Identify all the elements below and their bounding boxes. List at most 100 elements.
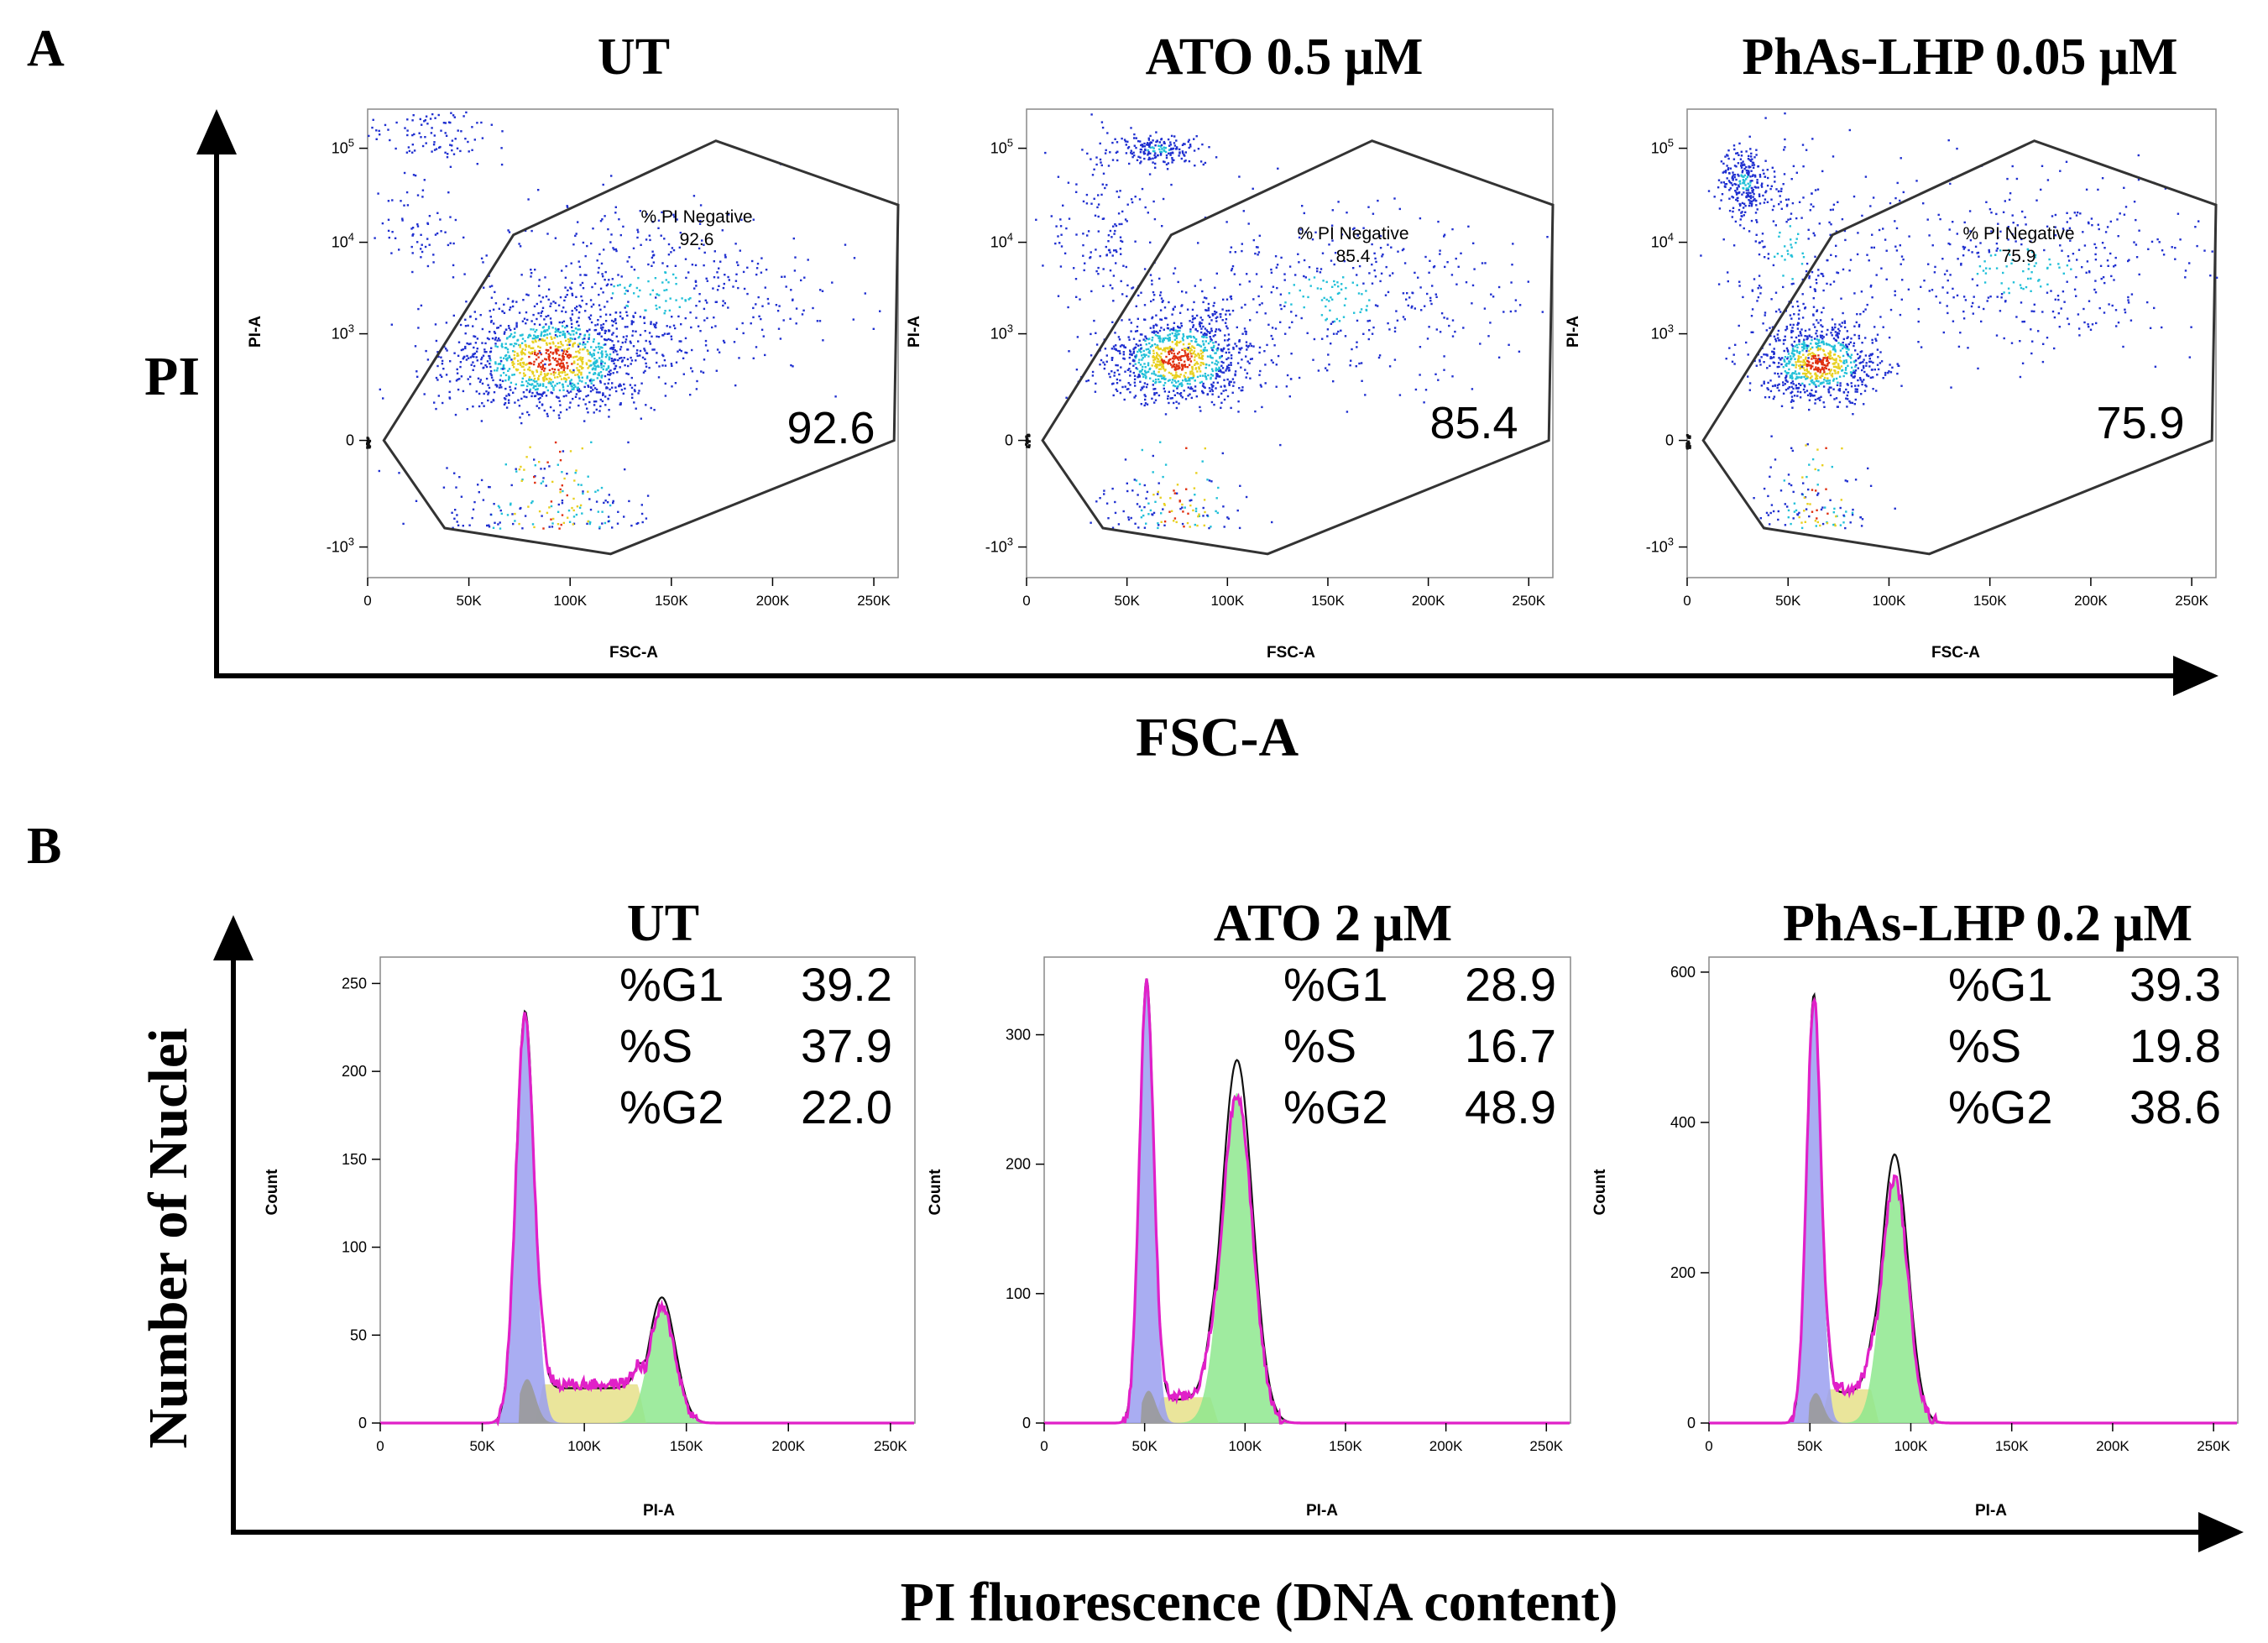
- scatter-dot: [1149, 241, 1152, 243]
- scatter-dot: [1143, 355, 1147, 358]
- scatter-dot: [472, 406, 474, 408]
- scatter-dot: [516, 339, 519, 342]
- scatter-dot: [1175, 148, 1178, 150]
- scatter-dot: [1856, 353, 1859, 356]
- scatter-dot: [1231, 309, 1235, 312]
- scatter-dot: [609, 388, 611, 391]
- scatter-dot: [514, 350, 516, 353]
- scatter-dot: [1801, 349, 1804, 352]
- scatter-dot: [694, 264, 698, 267]
- scatter-dot: [1956, 294, 1959, 297]
- scatter-dot: [1832, 523, 1835, 526]
- scatter-dot: [1165, 355, 1168, 358]
- scatter-dot: [541, 368, 543, 371]
- scatter-dot: [619, 366, 621, 369]
- scatter-dot: [1222, 298, 1225, 301]
- scatter-dot: [785, 285, 787, 288]
- scatter-dot: [1821, 372, 1824, 375]
- scatter-dot: [1490, 293, 1492, 296]
- scatter-dot: [1228, 337, 1231, 341]
- scatter-dot: [411, 151, 414, 154]
- scatter-dot: [503, 367, 506, 370]
- scatter-dot: [529, 446, 531, 448]
- scatter-dot: [703, 319, 706, 322]
- scatter-dot: [1852, 413, 1854, 416]
- scatter-dot: [1142, 338, 1145, 341]
- scatter-dot: [537, 189, 540, 191]
- scatter-dot: [572, 370, 575, 374]
- scatter-dot: [1871, 338, 1873, 342]
- scatter-dot: [1827, 343, 1830, 346]
- scatter-dot: [622, 392, 624, 395]
- scatter-dot: [1465, 281, 1468, 284]
- scatter-dot: [569, 382, 572, 385]
- scatter-dot: [1159, 337, 1162, 340]
- scatter-dot: [1374, 257, 1377, 260]
- scatter-dot: [1931, 244, 1934, 247]
- scatter-dot: [1158, 360, 1161, 363]
- scatter-dot: [576, 355, 578, 358]
- scatter-dot: [695, 285, 698, 287]
- scatter-dot: [1163, 384, 1165, 387]
- scatter-dot: [1143, 484, 1146, 487]
- scatter-dot: [1816, 346, 1818, 348]
- scatter-dot: [1136, 503, 1139, 505]
- scatter-dot: [611, 333, 614, 336]
- scatter-dot: [545, 323, 547, 326]
- scatter-dot: [423, 120, 426, 123]
- scatter-dot: [1173, 142, 1176, 144]
- scatter-dot: [1149, 346, 1152, 348]
- scatter-dot: [1239, 283, 1241, 286]
- scatter-dot: [633, 292, 635, 295]
- scatter-dot: [1180, 385, 1184, 388]
- scatter-dot: [1199, 381, 1202, 385]
- scatter-dot: [1148, 173, 1152, 175]
- scatter-dot: [408, 149, 411, 153]
- scatter-dot: [1068, 350, 1070, 353]
- scatter-dot: [525, 343, 527, 347]
- scatter-dot: [1333, 280, 1335, 283]
- scatter-dot: [1177, 330, 1179, 332]
- scatter-dot: [1208, 146, 1210, 149]
- scatter-dot: [1460, 252, 1462, 254]
- scatter-dot: [485, 390, 488, 393]
- scatter-dot: [561, 365, 563, 368]
- scatter-dot: [1122, 344, 1125, 347]
- scatter-dot: [598, 304, 601, 306]
- scatter-dot: [1280, 256, 1283, 259]
- scatter-dot: [1217, 369, 1220, 371]
- scatter-dot: [1861, 342, 1863, 344]
- scatter-dot: [518, 243, 520, 245]
- scatter-dot: [661, 353, 664, 356]
- scatter-dot: [1986, 300, 1988, 302]
- scatter-dot: [546, 511, 549, 515]
- scatter-dot: [1813, 395, 1816, 397]
- scatter-dot: [555, 351, 557, 353]
- scatter-dot: [544, 276, 546, 279]
- scatter-dot: [1136, 159, 1139, 161]
- scatter-dot: [612, 500, 614, 503]
- scatter-dot: [571, 330, 573, 332]
- scatter-dot: [520, 479, 523, 482]
- scatter-dot: [1799, 396, 1802, 399]
- scatter-dot: [489, 363, 491, 365]
- scatter-dot: [1152, 298, 1155, 301]
- scatter-dot: [480, 420, 483, 422]
- scatter-dot: [818, 320, 822, 322]
- scatter-dot: [562, 395, 565, 398]
- scatter-dot: [1119, 345, 1122, 348]
- scatter-dot: [1863, 370, 1866, 374]
- scatter-title: PhAs-LHP 0.05 μM: [1742, 29, 2177, 86]
- scatter-dot: [1825, 367, 1827, 370]
- scatter-dot: [1138, 348, 1141, 351]
- scatter-dot: [1219, 369, 1222, 372]
- scatter-dot: [594, 328, 598, 332]
- scatter-dot: [1860, 350, 1863, 353]
- scatter-dot: [1195, 361, 1199, 364]
- scatter-dot: [1841, 447, 1843, 450]
- scatter-dot: [1780, 405, 1784, 407]
- scatter-dot: [1163, 338, 1165, 341]
- scatter-dot: [1816, 342, 1819, 345]
- scatter-dot: [1769, 466, 1772, 468]
- scatter-dot: [1142, 514, 1145, 517]
